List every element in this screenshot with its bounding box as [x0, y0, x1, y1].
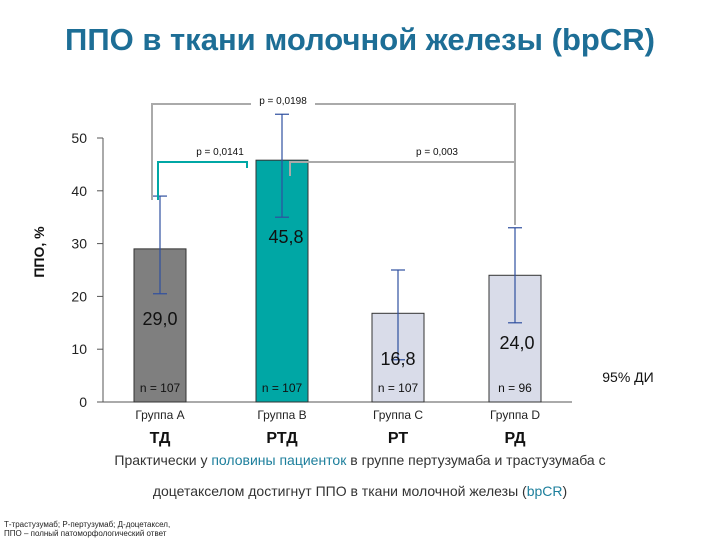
y-axis-label: ППО, %: [31, 226, 47, 278]
regimen-label: РД: [504, 430, 526, 447]
value-label: 16,8: [380, 349, 415, 369]
value-label: 24,0: [499, 333, 534, 353]
comparison-label: p = 0,0198: [259, 96, 307, 107]
y-tick-label: 30: [71, 236, 87, 252]
caption-line-1: Практически у половины пациенток в групп…: [0, 452, 720, 468]
comparison-label-bg: [251, 94, 315, 107]
category-label: Группа D: [490, 408, 540, 422]
category-label: Группа В: [257, 408, 306, 422]
category-label: Группа А: [135, 408, 184, 422]
comparison-label: p = 0,003: [416, 147, 458, 158]
y-tick-label: 50: [71, 130, 87, 146]
comparison-bracket: [289, 161, 516, 222]
n-label: n = 107: [378, 381, 419, 395]
comparison-label-bg: [407, 145, 467, 158]
category-label: Группа С: [373, 408, 423, 422]
value-label: 45,8: [268, 227, 303, 247]
regimen-label: РТД: [266, 430, 298, 447]
y-tick-label: 20: [71, 288, 87, 304]
footnote-line-2: ППО – полный патоморфологический ответ: [4, 529, 167, 538]
caption-line-1-end: в группе пертузумаба и трастузумаба с: [346, 452, 606, 468]
comparison-label: p = 0,0141: [196, 147, 244, 158]
caption-line-1-start: Практически у: [114, 452, 212, 468]
regimen-label: ТД: [150, 430, 171, 447]
regimen-label: РТ: [388, 430, 408, 447]
comparison-label-bg: [188, 145, 252, 158]
chart-title: ППО в ткани молочной железы (bpCR): [65, 22, 655, 57]
caption-line-2-highlight: bpCR: [526, 483, 563, 499]
n-label: n = 107: [262, 381, 303, 395]
y-tick-label: 0: [79, 394, 87, 410]
n-label: n = 96: [498, 381, 532, 395]
caption-line-2-end: ): [562, 483, 568, 499]
caption-line-2: доцетакселом достигнут ППО в ткани молоч…: [0, 483, 720, 499]
y-tick-label: 10: [71, 341, 87, 357]
value-label: 29,0: [142, 309, 177, 329]
n-label: n = 107: [140, 381, 181, 395]
footnote-line-1: Т-трастузумаб; Р-пертузумаб; Д-доцетаксе…: [4, 520, 171, 529]
caption-line-2-start: доцетакселом достигнут ППО в ткани молоч…: [152, 483, 527, 499]
comparison-bracket: [157, 161, 248, 200]
caption-line-1-highlight: половины пациенток: [211, 452, 347, 468]
footnote: Т-трастузумаб; Р-пертузумаб; Д-доцетаксе…: [4, 520, 170, 538]
ci-legend: 95% ДИ: [602, 369, 653, 385]
comparison-bracket: [151, 103, 516, 225]
y-tick-label: 40: [71, 183, 87, 199]
